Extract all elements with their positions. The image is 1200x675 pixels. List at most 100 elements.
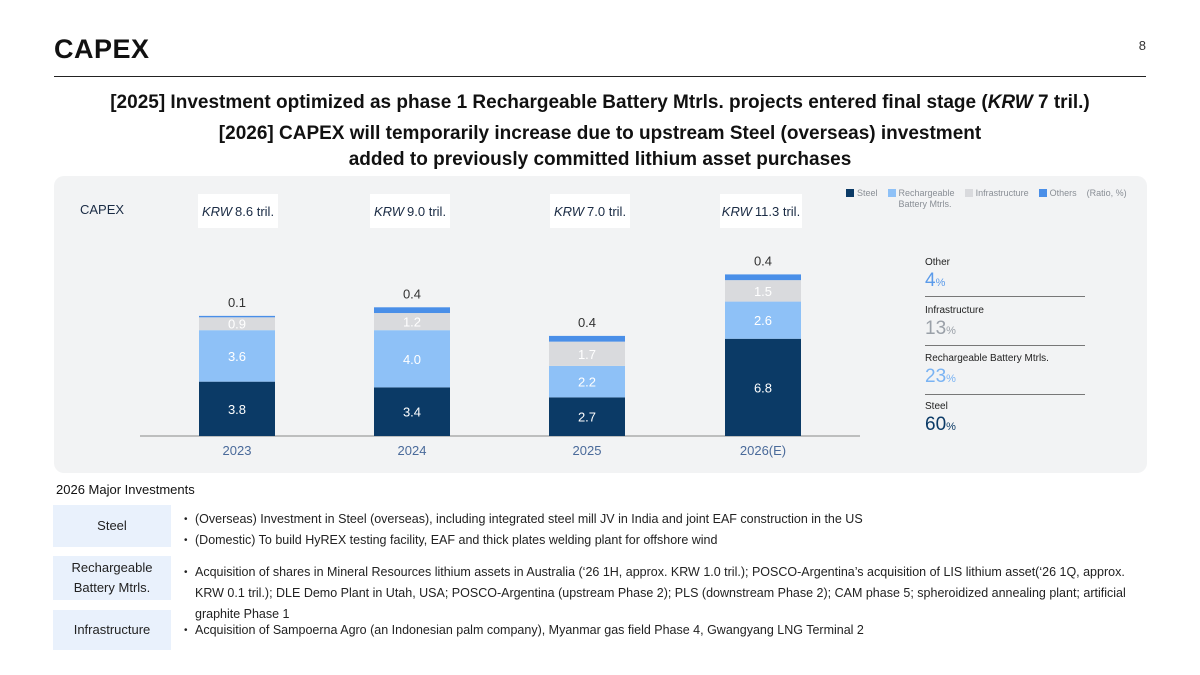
ratio-divider xyxy=(925,296,1085,297)
bar-segment-infrastructure xyxy=(199,317,275,331)
ratio-unit: % xyxy=(946,421,956,433)
category-battery: Rechargeable Battery Mtrls. xyxy=(53,556,171,600)
bullet-text: (Domestic) To build HyREX testing facili… xyxy=(195,533,718,547)
legend-steel: Steel xyxy=(846,188,878,199)
legend-swatch xyxy=(1038,189,1047,197)
total-box-2024: KRW 9.0 tril. xyxy=(370,194,450,228)
chart-legend: Steel Rechargeable Battery Mtrls. Infrast… xyxy=(846,188,1137,210)
ratio-value: 60% xyxy=(925,414,1085,436)
total-amount: 7.0 tril. xyxy=(587,203,627,219)
x-tick-label: 2026(E) xyxy=(740,443,786,458)
total-currency: KRW xyxy=(373,203,405,219)
headline-2026-line2: added to previously committed lithium as… xyxy=(348,149,852,170)
legend-label: Infrastructure xyxy=(975,188,1029,198)
bar-segment-rechargeable-battery-mtrls xyxy=(374,330,450,388)
category-label: Infrastructure xyxy=(73,622,151,637)
chart-panel-label: CAPEX xyxy=(80,202,125,217)
x-tick-label: 2024 xyxy=(398,443,427,458)
ratio-label: Infrastructure xyxy=(925,305,984,316)
x-tick-label: 2023 xyxy=(223,443,252,458)
legend-others: Others xyxy=(1038,188,1077,199)
total-amount: 8.6 tril. xyxy=(235,203,275,219)
data-label: 2.2 xyxy=(578,375,596,390)
bullet-dot: • xyxy=(184,514,188,525)
bullet-dot: • xyxy=(184,567,188,578)
total-box-2025: KRW 7.0 tril. xyxy=(550,194,630,228)
data-label: 1.2 xyxy=(403,315,421,330)
bullet-dot: • xyxy=(184,625,188,636)
bar-segment-steel xyxy=(725,338,801,436)
total-amount: 9.0 tril. xyxy=(407,203,447,219)
legend-label: Others xyxy=(1049,188,1077,198)
page-number: 8 xyxy=(1138,38,1146,53)
bar-segment-others xyxy=(725,274,801,281)
data-label: 0.1 xyxy=(228,295,246,310)
page-title: CAPEX xyxy=(54,34,150,64)
ratio-divider xyxy=(925,394,1085,395)
data-label: 3.4 xyxy=(403,405,421,420)
bullet-item: • (Domestic) To build HyREX testing facil… xyxy=(184,530,1149,551)
ratio-label: Steel xyxy=(925,401,948,412)
bar-segment-steel xyxy=(199,381,275,436)
ratio-number: 4 xyxy=(925,270,936,291)
legend-label-line1: Rechargeable xyxy=(898,188,955,198)
legend-infrastructure: Infrastructure xyxy=(964,188,1029,199)
legend-label: Rechargeable Battery Mtrls. xyxy=(899,188,955,210)
bullet-text: Acquisition of Sampoerna Agro (an Indone… xyxy=(195,623,864,637)
headline-2025-amount: 7 tril.) xyxy=(1032,92,1090,113)
total-currency: KRW xyxy=(721,203,752,219)
data-label: 6.8 xyxy=(754,380,772,395)
legend-battery: Rechargeable Battery Mtrls. xyxy=(887,188,955,210)
legend-label-line2: Battery Mtrls. xyxy=(898,199,952,209)
total-box-2026: KRW 11.3 tril. xyxy=(720,194,802,228)
bullet-item: • Acquisition of shares in Mineral Resour… xyxy=(184,562,1149,625)
bar-segment-steel xyxy=(549,397,625,436)
ratio-infrastructure: Infrastructure 13% xyxy=(925,305,1085,346)
category-steel: Steel xyxy=(53,505,171,547)
ratio-number: 60 xyxy=(925,414,947,435)
total-box-2023: KRW 8.6 tril. xyxy=(198,194,278,228)
headline-2026-line1: [2026] CAPEX will temporarily increase d… xyxy=(218,123,982,144)
bullet-text: Acquisition of shares in Mineral Resourc… xyxy=(195,565,1126,621)
category-infrastructure: Infrastructure xyxy=(53,610,171,650)
total-currency: KRW xyxy=(201,203,233,219)
headline-2025: [2025] Investment optimized as phase 1 R… xyxy=(54,92,1146,114)
legend-swatch xyxy=(846,189,854,197)
ratio-number: 23 xyxy=(925,366,947,387)
data-label: 0.4 xyxy=(578,315,596,330)
bullet-dot: • xyxy=(184,535,188,546)
investments-title: 2026 Major Investments xyxy=(56,482,195,497)
ratio-divider xyxy=(925,345,1085,346)
bar-segment-rechargeable-battery-mtrls xyxy=(199,330,275,382)
bar-segment-infrastructure xyxy=(725,280,801,302)
ratio-unit: % xyxy=(946,325,956,337)
bar-segment-infrastructure xyxy=(549,341,625,366)
ratio-value: 13% xyxy=(925,318,1085,340)
x-tick-label: 2025 xyxy=(573,443,602,458)
bullet-item: • (Overseas) Investment in Steel (oversea… xyxy=(184,509,1149,530)
data-label: 4.0 xyxy=(403,352,421,367)
headline-2025-text: [2025] Investment optimized as phase 1 R… xyxy=(110,92,988,113)
data-label: 2.7 xyxy=(578,410,596,425)
bar-segment-rechargeable-battery-mtrls xyxy=(549,365,625,398)
bullet-text: (Overseas) Investment in Steel (overseas… xyxy=(195,512,863,526)
data-label: 0.9 xyxy=(228,317,246,332)
data-label: 0.4 xyxy=(403,286,421,301)
data-label: 3.6 xyxy=(228,349,246,364)
total-currency: KRW xyxy=(553,203,585,219)
legend-ratio-note: (Ratio, %) xyxy=(1086,188,1127,198)
legend-swatch xyxy=(887,189,896,197)
ratio-unit: % xyxy=(946,373,956,385)
bar-segment-others xyxy=(374,307,450,314)
headline-2025-currency: KRW xyxy=(987,92,1033,113)
data-label: 3.8 xyxy=(228,402,246,417)
ratio-battery: Rechargeable Battery Mtrls. 23% xyxy=(925,353,1085,395)
data-label: 1.5 xyxy=(754,284,772,299)
category-label: Steel xyxy=(97,518,127,533)
ratio-label: Other xyxy=(925,257,951,268)
data-label: 0.4 xyxy=(754,253,772,268)
data-label: 2.6 xyxy=(754,313,772,328)
data-label: 1.7 xyxy=(578,347,596,362)
ratio-value: 23% xyxy=(925,366,1085,388)
